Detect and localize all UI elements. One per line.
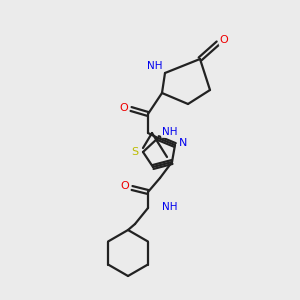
Text: O: O: [121, 181, 129, 191]
Text: N: N: [179, 138, 187, 148]
Text: O: O: [220, 35, 228, 45]
Text: S: S: [131, 147, 139, 157]
Text: NH: NH: [147, 61, 163, 71]
Text: NH: NH: [162, 127, 178, 137]
Text: NH: NH: [162, 202, 178, 212]
Text: O: O: [120, 103, 128, 113]
